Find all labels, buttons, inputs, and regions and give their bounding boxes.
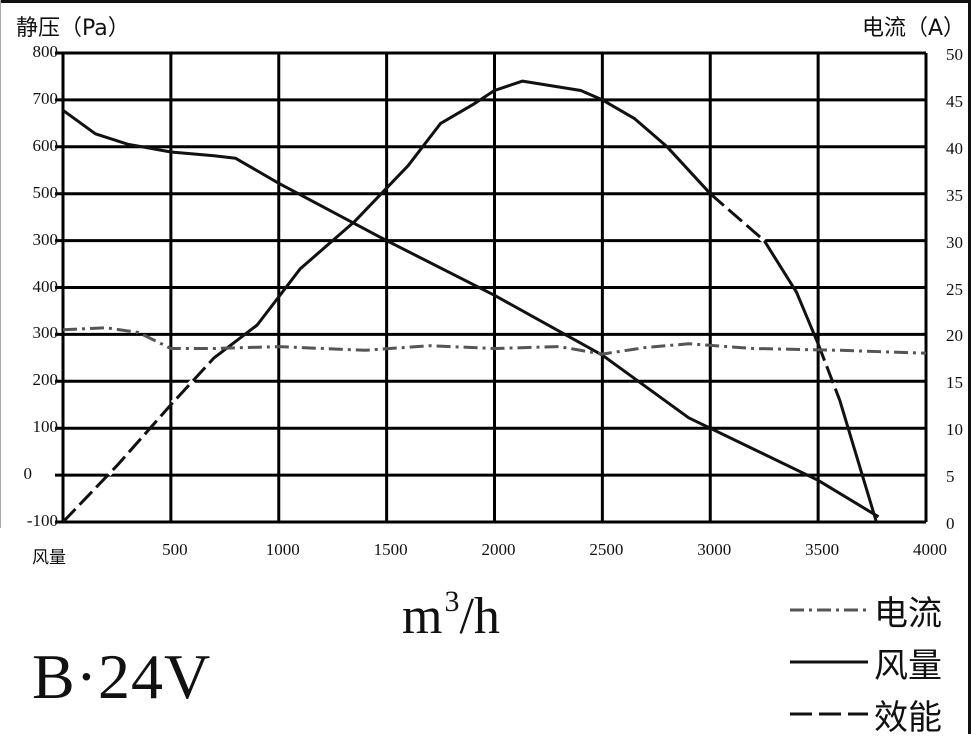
- x-tick: 500: [162, 540, 188, 559]
- y-right-tick: 5: [946, 467, 955, 487]
- chart-curves: [61, 79, 927, 524]
- curve-风量: [62, 109, 880, 519]
- y-left-tick: 500: [32, 182, 59, 202]
- unit-tail: /h: [459, 588, 500, 645]
- y-left-tick: 300: [32, 323, 59, 343]
- dashed-line-icon: [790, 712, 868, 716]
- y-right-tick: 35: [946, 185, 963, 205]
- y-right-tick: 15: [946, 373, 963, 393]
- unit-base: m: [402, 588, 443, 645]
- y-left-tick: 300: [32, 229, 59, 249]
- y-right-tick: 25: [946, 279, 963, 299]
- y-right-tick: 40: [946, 138, 963, 158]
- y-right-tick: 45: [946, 91, 963, 111]
- legend-label: 效能: [874, 697, 942, 738]
- y-left-tick: 100: [32, 417, 59, 437]
- y-axis-right-title: 电流（A）: [861, 16, 965, 41]
- x-tick: 3500: [805, 540, 840, 559]
- legend-item-airflow: 风量: [790, 640, 950, 686]
- left-border: [0, 0, 1, 528]
- legend-item-current: 电流: [790, 588, 950, 634]
- y-left-tick: 0: [23, 464, 33, 484]
- legend-item-efficiency: 效能: [790, 692, 950, 738]
- y-right-tick: 20: [946, 326, 963, 346]
- right-border: [968, 0, 971, 734]
- solid-line-icon: [790, 660, 868, 664]
- x-axis-unit: m3/h: [402, 585, 500, 646]
- curve-电流: [62, 326, 927, 356]
- y-left-tick: 200: [32, 370, 59, 390]
- y-left-tick: 600: [32, 135, 59, 155]
- legend-label: 风量: [874, 645, 942, 686]
- legend-label: 电流: [874, 593, 942, 634]
- model-label: B·24V: [32, 641, 212, 712]
- y-right-tick: 10: [946, 420, 963, 440]
- top-border: [0, 0, 971, 3]
- x-tick: 4000: [913, 540, 947, 559]
- x-axis-name: 风量: [32, 548, 66, 568]
- chart-grid: [55, 51, 928, 524]
- y-right-tick: 30: [946, 232, 963, 252]
- y-left-tick: -100: [26, 511, 58, 530]
- y-left-tick: 700: [32, 88, 59, 108]
- y-right-tick: 0: [946, 514, 955, 533]
- unit-superscript: 3: [444, 585, 460, 618]
- y-left-tick: 800: [32, 42, 59, 61]
- curve-效能: [61, 79, 878, 524]
- x-tick: 2000: [481, 540, 516, 559]
- y-axis-left-title: 静压（Pa）: [16, 16, 130, 41]
- y-left-tick: 400: [32, 276, 59, 296]
- x-tick: 1500: [373, 540, 408, 559]
- x-tick: 3000: [697, 540, 732, 559]
- x-tick: 1000: [265, 540, 300, 559]
- efficiency-dash-gaps: [61, 356, 216, 524]
- x-tick: 2500: [589, 540, 624, 559]
- dash-dot-line-icon: [790, 608, 868, 612]
- y-right-tick: 50: [946, 45, 963, 64]
